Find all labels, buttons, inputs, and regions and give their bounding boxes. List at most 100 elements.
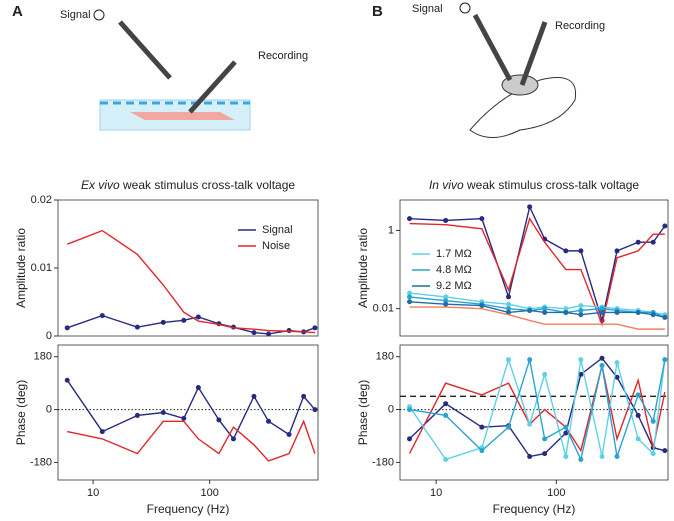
data-point [563, 248, 569, 254]
data-point [563, 430, 569, 436]
data-point [635, 392, 641, 398]
illustration-label: Recording [555, 20, 605, 32]
data-point [599, 309, 605, 315]
data-point [134, 412, 140, 418]
data-point [506, 357, 512, 363]
x-tick-label: 100 [200, 487, 218, 499]
data-point [443, 301, 449, 307]
data-point [542, 309, 548, 315]
data-point [542, 306, 548, 312]
data-point [578, 371, 584, 377]
x-tick-label: 10 [430, 487, 442, 499]
data-point [443, 294, 449, 300]
in-vivo-illustration [459, 2, 577, 138]
y-tick-label: 0.01 [373, 303, 394, 315]
data-point [266, 331, 272, 337]
data-point [195, 385, 201, 391]
x-tick-label: 10 [87, 487, 99, 499]
series-line [66, 229, 315, 334]
chart-title-italic: Ex vivo [81, 178, 120, 192]
y-tick-label: -180 [30, 456, 52, 468]
data-point [443, 217, 449, 223]
data-point [64, 325, 70, 331]
data-point [99, 313, 105, 319]
data-point [563, 424, 569, 430]
chart-title-text: weak stimulus cross-talk voltage [466, 178, 639, 192]
x-axis-label: Frequency (Hz) [493, 502, 576, 516]
illustration-label: Signal [60, 9, 91, 21]
data-point [99, 429, 105, 435]
data-point [181, 317, 187, 323]
y-axis-label: Phase (deg) [356, 380, 370, 445]
chart-title-italic: In vivo [429, 178, 464, 192]
data-point [578, 307, 584, 313]
y-axis-label: Amplitude ratio [14, 228, 28, 308]
data-point [407, 299, 413, 305]
data-point [650, 312, 656, 318]
series-line [409, 357, 666, 458]
data-point [542, 451, 548, 457]
data-point [578, 357, 584, 363]
x-tick-label: 100 [547, 487, 565, 499]
legend-label: Signal [262, 224, 293, 236]
data-point [312, 325, 318, 331]
data-point [407, 407, 413, 413]
data-point [443, 456, 449, 462]
series-line [67, 419, 316, 462]
data-point [407, 294, 413, 300]
y-tick-label: 0 [388, 403, 394, 415]
plot-frame [57, 199, 319, 337]
data-point [599, 363, 605, 369]
data-point [527, 204, 533, 210]
data-point [599, 355, 605, 361]
illustration-label: Signal [412, 3, 443, 15]
data-point [563, 309, 569, 315]
data-point [286, 432, 292, 438]
y-axis-label: Amplitude ratio [356, 228, 370, 308]
data-point [506, 424, 512, 430]
plot-frame [399, 199, 669, 337]
data-point [614, 374, 620, 380]
y-tick-label: 180 [376, 351, 394, 363]
data-point [578, 303, 584, 309]
data-point [506, 309, 512, 315]
data-point [614, 309, 620, 315]
data-point [527, 357, 533, 363]
data-point [181, 415, 187, 421]
y-tick-label: 0.02 [31, 194, 52, 206]
data-point [479, 448, 485, 454]
data-point [506, 294, 512, 300]
data-point [443, 401, 449, 407]
data-point [407, 216, 413, 222]
data-point [599, 454, 605, 460]
data-point [301, 393, 307, 399]
chart-title: In vivo weak stimulus cross-talk voltage [429, 178, 639, 192]
data-point [614, 360, 620, 366]
data-point [563, 306, 569, 312]
data-point [662, 357, 668, 363]
data-point [542, 371, 548, 377]
chart-title: Ex vivo weak stimulus cross-talk voltage [81, 178, 295, 192]
plot-frame [57, 344, 319, 481]
illustration-label: Recording [258, 50, 308, 62]
data-point [563, 454, 569, 460]
legend-label: 1.7 MΩ [436, 248, 472, 260]
series-line [409, 306, 665, 330]
y-tick-label: 0.01 [31, 262, 52, 274]
y-axis-label: Phase (deg) [14, 380, 28, 445]
data-point [312, 407, 318, 413]
data-point [195, 314, 201, 320]
data-point [160, 410, 166, 415]
data-point [407, 290, 413, 296]
legend-label: 9.2 MΩ [436, 280, 472, 292]
x-axis-label: Frequency (Hz) [147, 502, 230, 516]
data-point [479, 216, 485, 222]
data-point [443, 298, 449, 304]
y-tick-label: 1 [388, 224, 394, 236]
data-point [635, 309, 641, 315]
data-point [578, 456, 584, 462]
data-point [578, 248, 584, 254]
data-point [650, 239, 656, 245]
y-tick-label: 0 [46, 403, 52, 415]
